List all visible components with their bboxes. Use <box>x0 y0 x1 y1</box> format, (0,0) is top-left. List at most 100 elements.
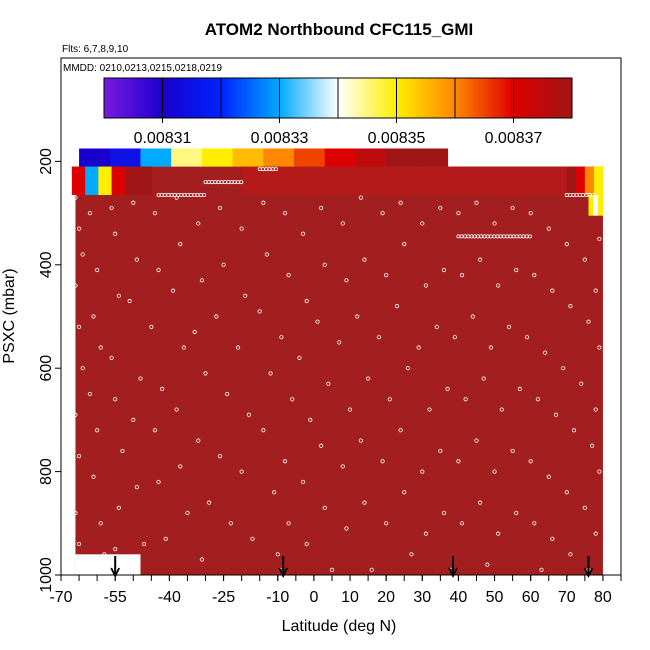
observation-point <box>181 345 186 350</box>
arrow-head <box>583 567 594 579</box>
right-band-cell <box>575 166 586 196</box>
observation-point <box>221 262 226 267</box>
observation-point <box>492 469 497 474</box>
upper-band-cell <box>109 148 141 167</box>
x-tick-label: -55 <box>104 589 127 606</box>
far-right-band-cell <box>593 195 599 216</box>
y-axis: 200 400 600 800 1000 <box>38 148 61 593</box>
observation-point <box>95 267 100 273</box>
observation-point <box>199 278 205 283</box>
y-tick-label: 400 <box>38 251 55 278</box>
observation-point <box>423 531 429 536</box>
observation-point <box>546 474 551 479</box>
observation-point <box>347 407 353 412</box>
y-tick-label: 800 <box>38 458 55 485</box>
observation-point <box>398 428 403 433</box>
observation-point <box>470 314 475 319</box>
observation-point <box>362 257 367 262</box>
observation-point <box>185 510 190 516</box>
observation-point <box>73 283 78 288</box>
x-tick-label: -70 <box>49 589 72 606</box>
observation-point <box>91 474 96 479</box>
colorbar-tick-label: 0.00837 <box>485 130 543 147</box>
y-tick-label: 200 <box>38 148 55 175</box>
x-tick-label: 60 <box>522 589 540 606</box>
observation-point <box>170 288 176 293</box>
observation-point <box>579 381 584 386</box>
observation-point <box>300 231 306 236</box>
second-band-cell <box>71 166 86 196</box>
observation-point <box>76 324 82 329</box>
observation-line-point <box>590 193 595 198</box>
observation-point <box>87 391 93 397</box>
second-band-cell <box>85 166 99 196</box>
observation-point <box>235 345 241 350</box>
observation-point <box>304 298 309 304</box>
observation-point <box>268 371 273 376</box>
observation-point <box>485 562 490 567</box>
flight-arrows <box>110 556 594 579</box>
observation-point <box>300 479 306 485</box>
second-band-cell <box>111 166 126 196</box>
observation-point <box>225 391 230 397</box>
observation-point <box>322 505 327 510</box>
upper-band-cell <box>324 148 356 167</box>
observation-point <box>477 257 483 262</box>
observation-point <box>261 428 266 433</box>
observation-point <box>423 283 429 288</box>
observation-point <box>272 490 277 495</box>
y-axis-label: PSXC (mbar) <box>1 268 18 363</box>
observation-point <box>109 205 114 211</box>
observation-point <box>539 567 544 572</box>
upper-band-cell <box>355 148 387 167</box>
observation-point <box>113 547 118 552</box>
observation-point <box>564 242 569 247</box>
observation-point <box>297 355 302 360</box>
observation-point <box>546 226 551 231</box>
observation-point <box>582 505 587 510</box>
colorbar-dividers <box>162 78 514 118</box>
observation-point <box>532 273 537 278</box>
observation-point <box>282 211 288 216</box>
observation-point <box>156 479 161 485</box>
blank-region <box>75 554 141 575</box>
observation-point <box>528 211 533 216</box>
observation-point <box>344 278 349 283</box>
observation-point <box>510 448 515 454</box>
observation-point <box>499 407 504 412</box>
observation-point <box>116 293 121 298</box>
observation-point <box>456 459 461 464</box>
observation-point <box>459 521 465 526</box>
observation-point <box>384 273 389 278</box>
observation-point <box>568 304 573 309</box>
observation-point <box>174 195 179 200</box>
observation-point <box>369 567 374 572</box>
flights-subtitle: Flts: 6,7,8,9,10 <box>62 44 129 55</box>
observation-point <box>116 505 121 510</box>
x-tick-label: 50 <box>486 589 504 606</box>
x-axis-label: Latitude (deg N) <box>282 618 397 635</box>
observation-point <box>459 273 465 278</box>
observation-point <box>524 335 530 340</box>
upper-band-cell <box>263 148 295 167</box>
observation-point <box>329 567 335 572</box>
plot-frame <box>60 57 622 576</box>
observation-point <box>340 221 345 226</box>
upper-band-cell <box>79 148 111 167</box>
observation-point <box>553 412 559 417</box>
observation-point <box>76 541 82 547</box>
observation-point <box>543 350 548 355</box>
observation-point <box>445 386 450 391</box>
observation-point <box>441 510 447 516</box>
observation-point <box>337 340 342 345</box>
x-tick-label: 20 <box>377 589 395 606</box>
observation-point <box>506 324 512 329</box>
observation-point <box>387 397 392 402</box>
observation-point <box>405 366 410 371</box>
x-tick-label: 30 <box>413 589 431 606</box>
observation-point <box>113 397 118 402</box>
upper-band-cell <box>171 148 203 167</box>
observation-point <box>586 319 591 324</box>
observation-point <box>239 469 244 474</box>
observation-point <box>474 438 479 443</box>
